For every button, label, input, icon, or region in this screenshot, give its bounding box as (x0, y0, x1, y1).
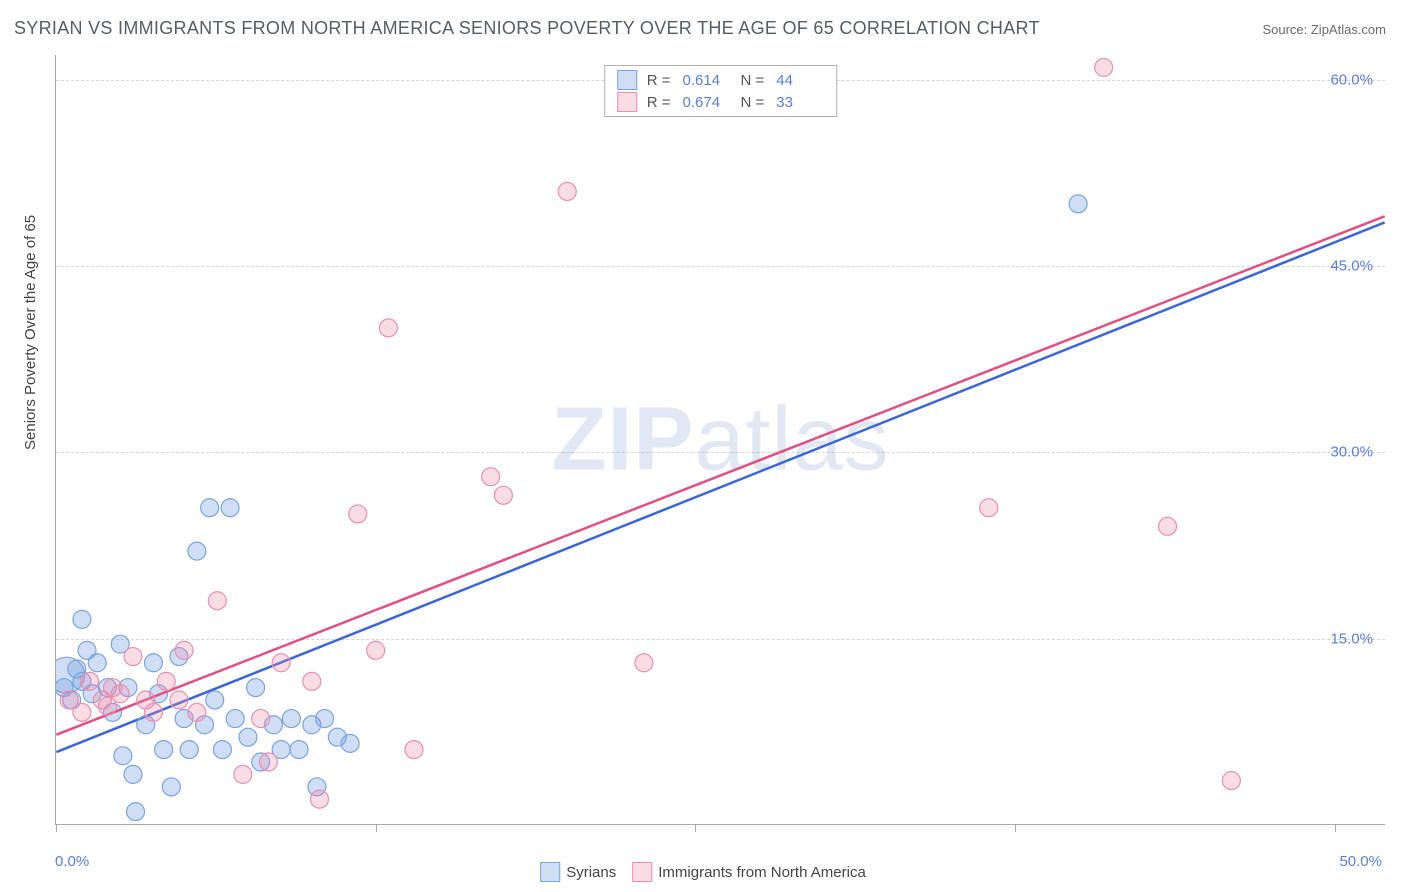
data-point-na_immigrants (73, 703, 91, 721)
data-point-na_immigrants (405, 741, 423, 759)
data-point-syrians (213, 741, 231, 759)
data-point-syrians (144, 654, 162, 672)
data-point-na_immigrants (379, 319, 397, 337)
data-point-na_immigrants (208, 592, 226, 610)
data-point-syrians (226, 710, 244, 728)
data-point-na_immigrants (349, 505, 367, 523)
data-point-syrians (124, 765, 142, 783)
data-point-syrians (221, 499, 239, 517)
chart-source: Source: ZipAtlas.com (1262, 22, 1386, 37)
x-tick (1015, 824, 1016, 832)
regression-line-syrians (56, 222, 1384, 752)
r-value-2: 0.674 (683, 94, 729, 111)
data-point-syrians (127, 803, 145, 821)
chart-root: SYRIAN VS IMMIGRANTS FROM NORTH AMERICA … (0, 0, 1406, 892)
swatch-syrians-icon (617, 70, 637, 90)
data-point-syrians (239, 728, 257, 746)
data-point-na_immigrants (303, 672, 321, 690)
plot-area: ZIPatlas R = 0.614 N = 44 R = 0.674 N = … (55, 55, 1385, 825)
data-point-na_immigrants (494, 486, 512, 504)
data-point-na_immigrants (144, 703, 162, 721)
plot-svg (56, 55, 1385, 824)
data-point-na_immigrants (482, 468, 500, 486)
x-tick (695, 824, 696, 832)
data-point-syrians (247, 679, 265, 697)
chart-title: SYRIAN VS IMMIGRANTS FROM NORTH AMERICA … (14, 18, 1040, 39)
data-point-syrians (290, 741, 308, 759)
data-point-syrians (1069, 195, 1087, 213)
correlation-legend: R = 0.614 N = 44 R = 0.674 N = 33 (604, 65, 838, 117)
n-label-2: N = (741, 94, 765, 111)
data-point-syrians (155, 741, 173, 759)
data-point-syrians (188, 542, 206, 560)
legend-label-na: Immigrants from North America (658, 864, 866, 881)
correlation-row-1: R = 0.614 N = 44 (605, 69, 837, 91)
x-tick (56, 824, 57, 832)
data-point-syrians (162, 778, 180, 796)
y-axis-label: Seniors Poverty Over the Age of 65 (22, 215, 39, 450)
x-tick (376, 824, 377, 832)
r-value-1: 0.614 (683, 72, 729, 89)
correlation-row-2: R = 0.674 N = 33 (605, 91, 837, 113)
data-point-syrians (201, 499, 219, 517)
data-point-syrians (114, 747, 132, 765)
data-point-syrians (316, 710, 334, 728)
data-point-na_immigrants (558, 182, 576, 200)
swatch-na-icon (617, 92, 637, 112)
data-point-na_immigrants (310, 790, 328, 808)
data-point-na_immigrants (252, 710, 270, 728)
data-point-na_immigrants (272, 654, 290, 672)
r-label: R = (647, 72, 671, 89)
n-label: N = (741, 72, 765, 89)
n-value-1: 44 (776, 72, 822, 89)
data-point-na_immigrants (635, 654, 653, 672)
data-point-na_immigrants (157, 672, 175, 690)
n-value-2: 33 (776, 94, 822, 111)
series-legend: Syrians Immigrants from North America (540, 862, 866, 882)
source-prefix: Source: (1262, 22, 1310, 37)
data-point-na_immigrants (259, 753, 277, 771)
data-point-syrians (88, 654, 106, 672)
data-point-na_immigrants (111, 685, 129, 703)
legend-label-syrians: Syrians (566, 864, 616, 881)
x-tick (1335, 824, 1336, 832)
data-point-na_immigrants (1222, 772, 1240, 790)
r-label-2: R = (647, 94, 671, 111)
data-point-syrians (180, 741, 198, 759)
swatch-syrians-icon (540, 862, 560, 882)
data-point-na_immigrants (188, 703, 206, 721)
x-origin-label: 0.0% (55, 853, 89, 870)
swatch-na-icon (632, 862, 652, 882)
data-point-na_immigrants (234, 765, 252, 783)
data-point-syrians (282, 710, 300, 728)
data-point-syrians (341, 734, 359, 752)
regression-line-na_immigrants (56, 216, 1384, 734)
data-point-na_immigrants (1159, 517, 1177, 535)
x-end-label: 50.0% (1339, 853, 1382, 870)
data-point-na_immigrants (980, 499, 998, 517)
data-point-na_immigrants (81, 672, 99, 690)
data-point-na_immigrants (1095, 58, 1113, 76)
data-point-na_immigrants (124, 648, 142, 666)
legend-item-na: Immigrants from North America (632, 862, 866, 882)
data-point-na_immigrants (175, 641, 193, 659)
source-name: ZipAtlas.com (1311, 22, 1386, 37)
legend-item-syrians: Syrians (540, 862, 616, 882)
data-point-syrians (206, 691, 224, 709)
data-point-na_immigrants (367, 641, 385, 659)
data-point-na_immigrants (170, 691, 188, 709)
data-point-syrians (73, 610, 91, 628)
